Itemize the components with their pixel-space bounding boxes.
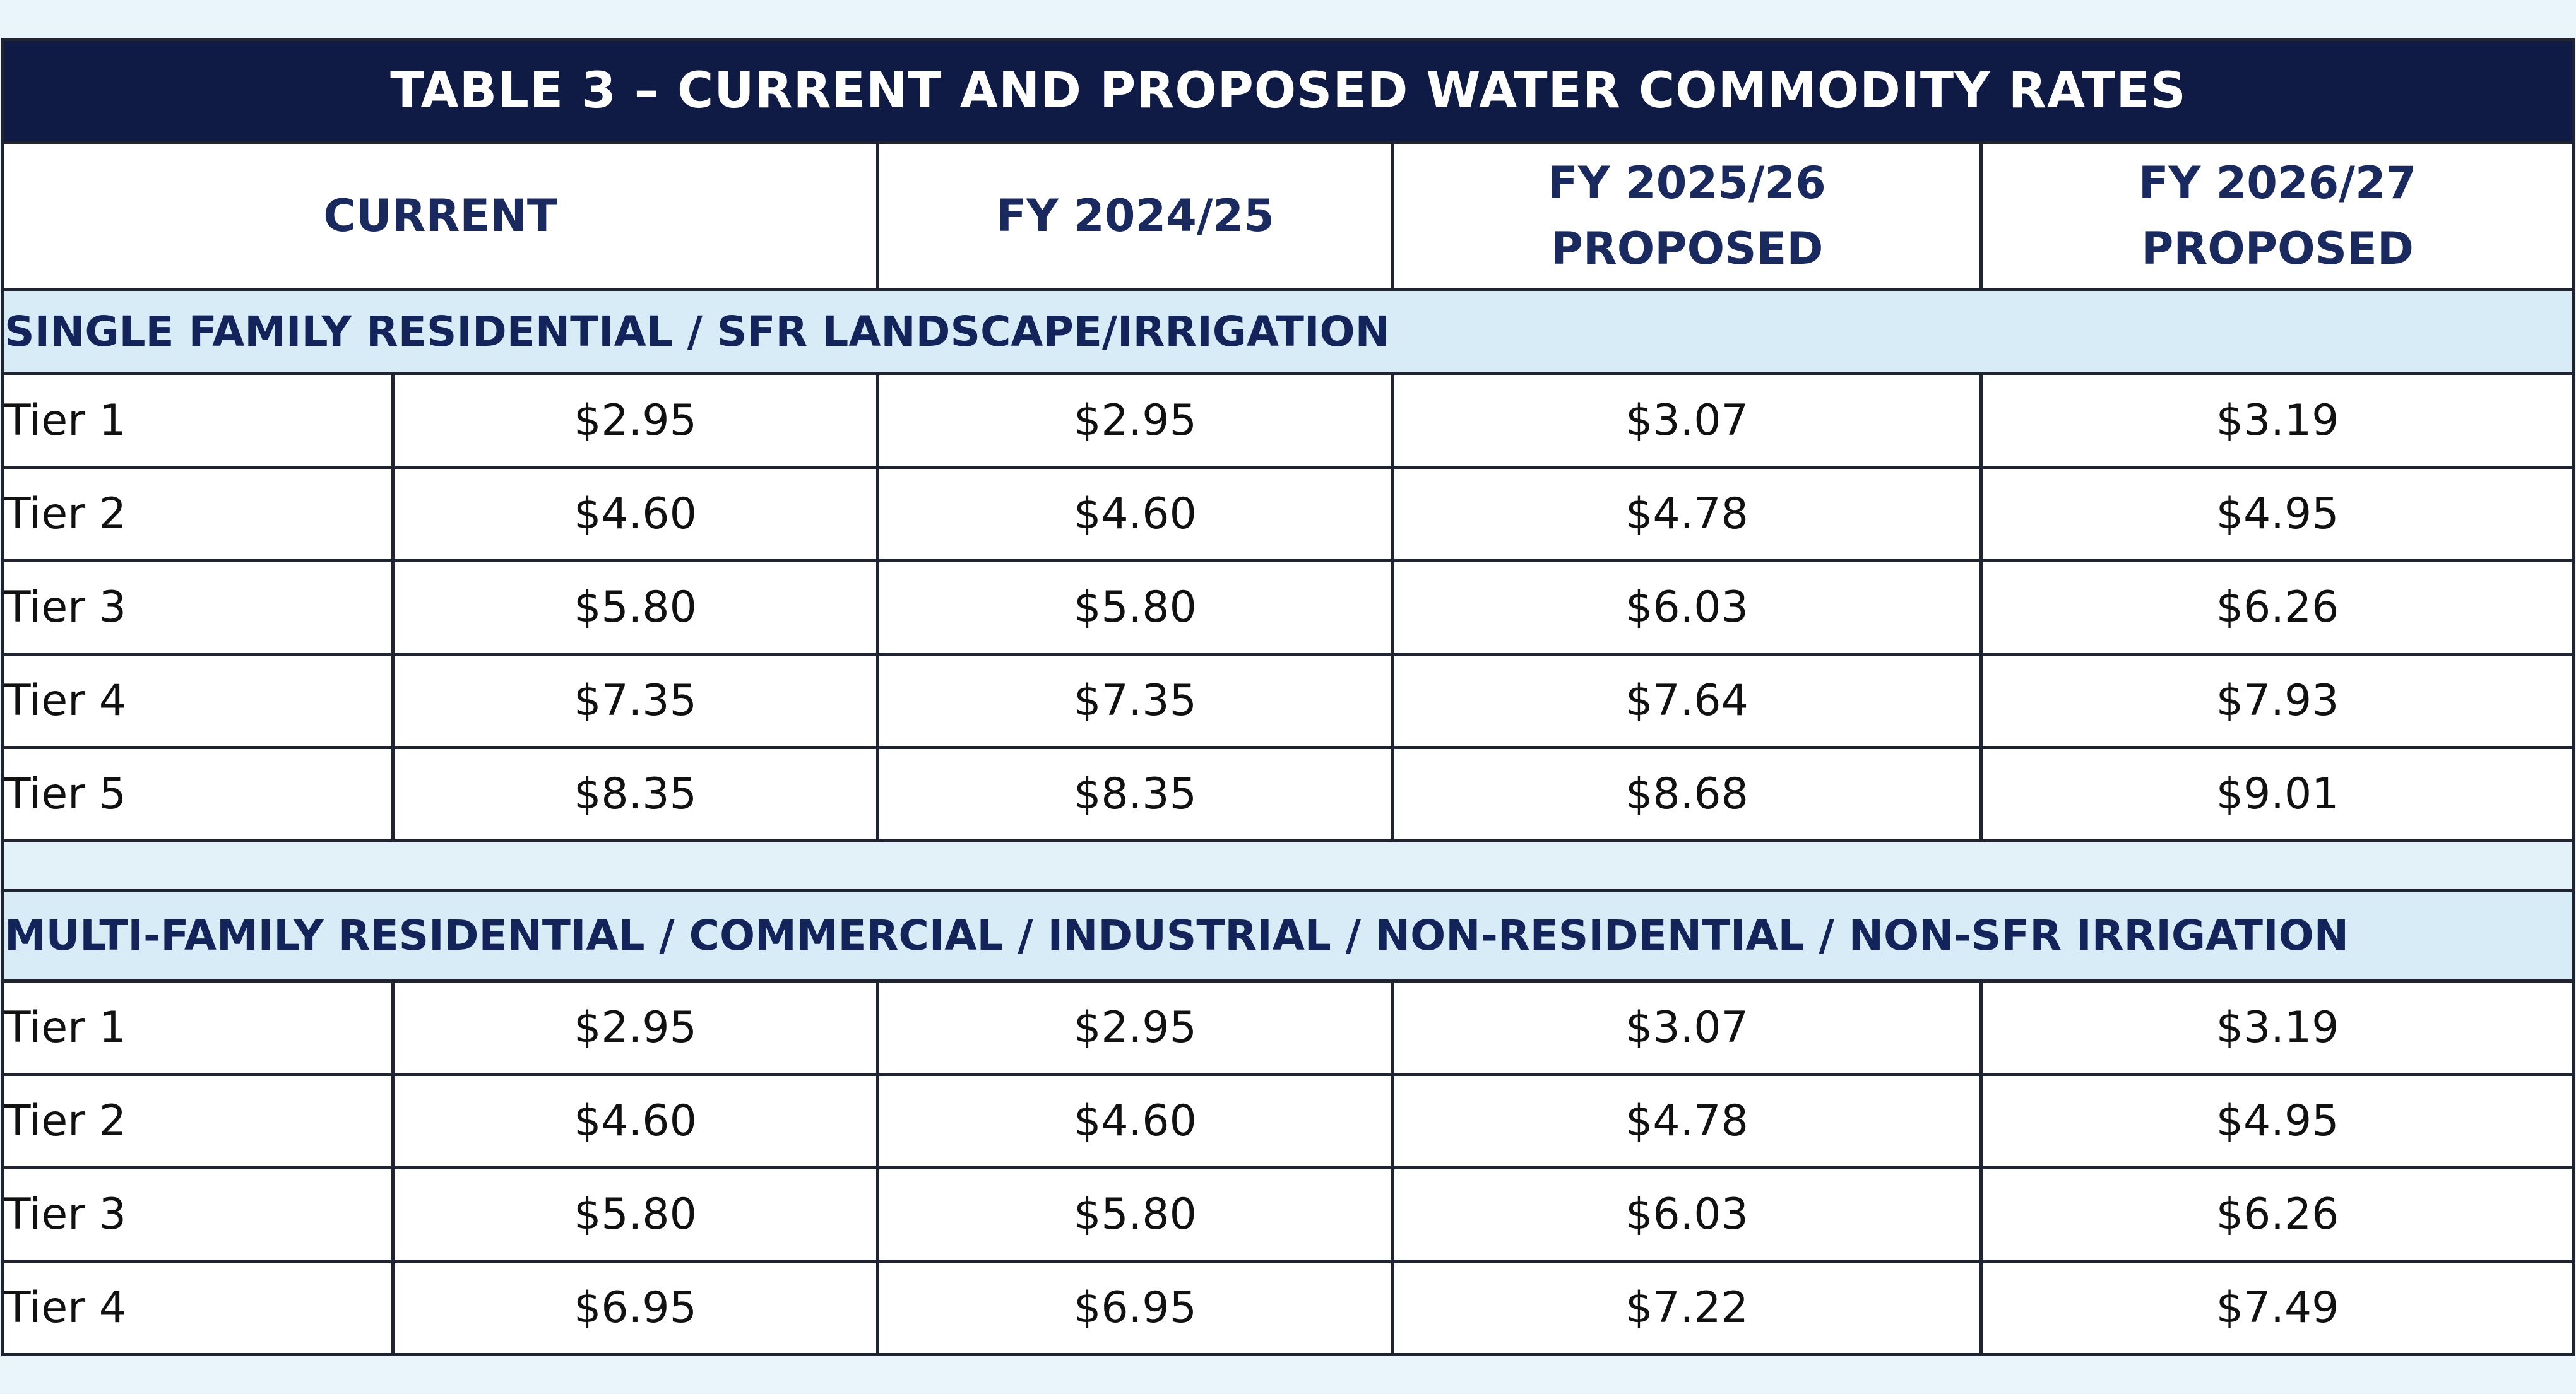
section-header-row: MULTI-FAMILY RESIDENTIAL / COMMERCIAL / … (1, 889, 2576, 983)
rate-cell-current: $5.80 (391, 1166, 879, 1263)
column-header-row: CURRENT FY 2024/25 FY 2025/26 PROPOSED F… (1, 141, 2576, 291)
rate-cell-fy2026: $7.49 (1979, 1260, 2576, 1356)
rate-cell-fy2026: $6.26 (1979, 559, 2576, 656)
table-title: TABLE 3 – CURRENT AND PROPOSED WATER COM… (1, 38, 2576, 144)
rate-cell-fy2026: $6.26 (1979, 1166, 2576, 1263)
table-title-row: TABLE 3 – CURRENT AND PROPOSED WATER COM… (1, 38, 2576, 144)
rate-cell-current: $7.35 (391, 653, 879, 749)
table-row: Tier 5 $8.35 $8.35 $8.68 $9.01 (1, 746, 2576, 842)
rate-cell-fy2024: $6.95 (876, 1260, 1394, 1356)
rate-cell-fy2024: $8.35 (876, 746, 1394, 842)
rate-cell-fy2024: $4.60 (876, 1073, 1394, 1169)
rate-cell-fy2025: $6.03 (1391, 1166, 1983, 1263)
rate-cell-fy2026: $9.01 (1979, 746, 2576, 842)
tier-label: Tier 3 (1, 1166, 395, 1263)
rate-cell-fy2026: $4.95 (1979, 466, 2576, 562)
header-fy-2025-26: FY 2025/26 PROPOSED (1391, 141, 1983, 291)
rate-cell-fy2026: $7.93 (1979, 653, 2576, 749)
header-fy-2024-25: FY 2024/25 (876, 141, 1394, 291)
tier-label: Tier 4 (1, 1260, 395, 1356)
rate-cell-fy2025: $3.07 (1391, 979, 1983, 1076)
rate-cell-fy2025: $8.68 (1391, 746, 1983, 842)
header-fy-2025-26-year: FY 2025/26 (1548, 157, 1826, 209)
tier-label: Tier 3 (1, 559, 395, 656)
rate-cell-current: $4.60 (391, 466, 879, 562)
section-spacer-cell (1, 839, 2576, 892)
tier-label: Tier 1 (1, 979, 395, 1076)
rate-cell-fy2024: $7.35 (876, 653, 1394, 749)
section-title: MULTI-FAMILY RESIDENTIAL / COMMERCIAL / … (1, 889, 2576, 983)
rate-cell-fy2025: $6.03 (1391, 559, 1983, 656)
header-fy-2026-27-year: FY 2026/27 (2138, 157, 2417, 209)
section-header-row: SINGLE FAMILY RESIDENTIAL / SFR LANDSCAP… (1, 288, 2576, 375)
rate-cell-fy2025: $4.78 (1391, 1073, 1983, 1169)
rate-cell-fy2024: $5.80 (876, 1166, 1394, 1263)
table-row: Tier 1 $2.95 $2.95 $3.07 $3.19 (1, 372, 2576, 469)
table-row: Tier 2 $4.60 $4.60 $4.78 $4.95 (1, 1073, 2576, 1169)
section-spacer (1, 839, 2576, 892)
rate-cell-current: $8.35 (391, 746, 879, 842)
tier-label: Tier 1 (1, 372, 395, 469)
tier-label: Tier 5 (1, 746, 395, 842)
rate-cell-fy2025: $7.22 (1391, 1260, 1983, 1356)
tier-label: Tier 2 (1, 466, 395, 562)
header-fy-2026-27: FY 2026/27 PROPOSED (1979, 141, 2576, 291)
rate-cell-fy2026: $3.19 (1979, 979, 2576, 1076)
rate-cell-fy2026: $3.19 (1979, 372, 2576, 469)
rate-cell-current: $2.95 (391, 979, 879, 1076)
rate-cell-fy2024: $5.80 (876, 559, 1394, 656)
rate-cell-fy2024: $4.60 (876, 466, 1394, 562)
table-row: Tier 2 $4.60 $4.60 $4.78 $4.95 (1, 466, 2576, 562)
table-row: Tier 1 $2.95 $2.95 $3.07 $3.19 (1, 979, 2576, 1076)
rates-table: TABLE 3 – CURRENT AND PROPOSED WATER COM… (1, 38, 2576, 1356)
table-row: Tier 4 $6.95 $6.95 $7.22 $7.49 (1, 1260, 2576, 1356)
rate-cell-fy2025: $3.07 (1391, 372, 1983, 469)
header-fy-2025-26-label: PROPOSED (1550, 223, 1824, 275)
rate-cell-fy2025: $4.78 (1391, 466, 1983, 562)
rate-cell-current: $5.80 (391, 559, 879, 656)
tier-label: Tier 2 (1, 1073, 395, 1169)
tier-label: Tier 4 (1, 653, 395, 749)
table-row: Tier 4 $7.35 $7.35 $7.64 $7.93 (1, 653, 2576, 749)
header-current: CURRENT (1, 141, 879, 291)
table-row: Tier 3 $5.80 $5.80 $6.03 $6.26 (1, 559, 2576, 656)
rate-cell-fy2024: $2.95 (876, 372, 1394, 469)
section-title: SINGLE FAMILY RESIDENTIAL / SFR LANDSCAP… (1, 288, 2576, 375)
rate-cell-current: $2.95 (391, 372, 879, 469)
header-fy-2026-27-label: PROPOSED (2141, 223, 2414, 275)
table-row: Tier 3 $5.80 $5.80 $6.03 $6.26 (1, 1166, 2576, 1263)
rate-cell-fy2026: $4.95 (1979, 1073, 2576, 1169)
rate-cell-current: $6.95 (391, 1260, 879, 1356)
rate-cell-fy2025: $7.64 (1391, 653, 1983, 749)
rate-cell-fy2024: $2.95 (876, 979, 1394, 1076)
rate-cell-current: $4.60 (391, 1073, 879, 1169)
